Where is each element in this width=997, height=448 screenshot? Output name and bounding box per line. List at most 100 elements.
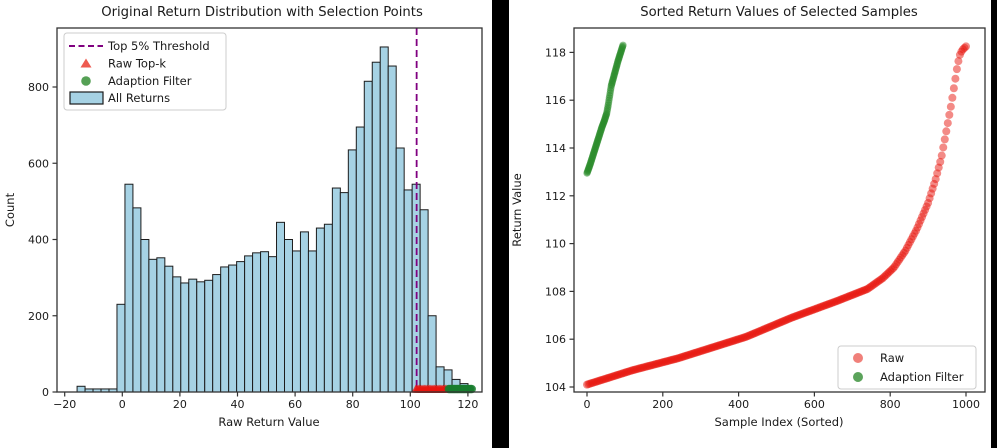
hist-bar: [260, 251, 270, 393]
left-legend-box: [63, 32, 227, 111]
hist-bar: [268, 256, 278, 393]
hist-bar: [339, 192, 349, 393]
left-legend-label-all-returns: All Returns: [108, 91, 170, 105]
hist-bar: [299, 231, 309, 393]
adaption-filter-marker: [467, 384, 476, 394]
y-tick-label: 118: [545, 46, 566, 59]
y-tick-label: 116: [545, 94, 566, 107]
x-tick-label: 60: [288, 398, 302, 411]
hist-bar: [124, 183, 134, 393]
x-tick-label: 80: [346, 398, 360, 411]
x-tick-label: 600: [804, 398, 825, 411]
hist-bar: [220, 266, 230, 393]
hist-bar: [196, 281, 206, 393]
hist-bar: [307, 250, 317, 393]
y-tick-label: 800: [28, 81, 49, 94]
right-legend-box: [837, 345, 977, 390]
left-chart-title: Original Return Distribution with Select…: [101, 5, 423, 20]
hist-bar: [403, 189, 413, 393]
x-tick-label: 400: [728, 398, 749, 411]
left-legend-label-adaption: Adaption Filter: [108, 74, 192, 88]
left-chart: −20 0 20 40 60 80 100 120 0 200 400 600 800 Original…: [3, 5, 483, 429]
x-tick-label: 120: [457, 398, 478, 411]
left-legend-label-raw-topk: Raw Top-k: [108, 57, 166, 71]
x-tick-label: −20: [53, 398, 76, 411]
raw-point: [940, 135, 949, 144]
hist-bar: [355, 126, 365, 393]
right-y-axis-label: Return Value: [510, 173, 524, 246]
hist-bar: [427, 315, 437, 393]
raw-point: [945, 110, 954, 119]
hist-bar: [284, 239, 293, 393]
right-axes-ticks: 0 200 400 600 800 1000 104 106 108 110 112 114 116 11…: [545, 46, 980, 411]
raw-point: [948, 93, 957, 102]
hist-bar: [379, 46, 389, 393]
hist-bar: [395, 147, 405, 393]
raw-point: [951, 74, 960, 83]
y-tick-label: 104: [545, 381, 566, 394]
right-legend-label-adaption: Adaption Filter: [880, 370, 964, 384]
left-plot-frame: [56, 27, 483, 393]
x-tick-label: 20: [173, 398, 187, 411]
y-tick-label: 200: [28, 310, 49, 323]
hist-bar: [331, 187, 341, 393]
all-returns-legend-patch-icon: [69, 91, 104, 105]
hist-bar: [371, 61, 381, 393]
y-tick-label: 0: [42, 386, 49, 399]
hist-bar: [148, 258, 158, 393]
y-tick-label: 400: [28, 234, 49, 247]
left-y-axis-label: Count: [3, 192, 17, 227]
left-axes-ticks: −20 0 20 40 60 80 100 120 0 200 400 600 800: [28, 81, 478, 411]
hist-bar: [140, 239, 150, 393]
hist-bar: [276, 221, 285, 393]
x-tick-label: 100: [400, 398, 421, 411]
hist-bar: [387, 65, 397, 393]
raw-point: [936, 157, 945, 166]
raw-topk-legend-triangle-icon: [80, 58, 92, 68]
hist-bar: [252, 252, 262, 393]
x-tick-label: 800: [880, 398, 901, 411]
hist-bar: [291, 250, 301, 393]
hist-bar: [204, 279, 214, 393]
x-tick-label: 1000: [952, 398, 980, 411]
hist-bar: [212, 274, 222, 393]
right-chart: 0 200 400 600 800 1000 104 106 108 110 112 114 116 11…: [510, 5, 986, 429]
adaption-point: [619, 41, 627, 49]
hist-bar: [244, 255, 254, 393]
raw-point: [952, 65, 961, 74]
hist-bar: [347, 149, 357, 393]
raw-point: [946, 102, 955, 111]
hist-bar: [228, 264, 238, 393]
x-tick-label: 40: [231, 398, 245, 411]
x-tick-label: 0: [119, 398, 126, 411]
y-tick-label: 108: [545, 285, 566, 298]
hist-bar: [164, 265, 174, 393]
raw-point: [937, 151, 946, 160]
hist-bar: [116, 303, 126, 393]
selection-markers: [411, 28, 476, 394]
hist-bar: [172, 276, 182, 393]
hist-bar: [132, 207, 142, 393]
histogram-bars: [76, 46, 469, 393]
y-tick-label: 600: [28, 157, 49, 170]
hist-bar: [180, 282, 190, 393]
scatter-points: [583, 41, 970, 389]
hist-bar: [315, 227, 325, 393]
hist-bar: [323, 223, 333, 393]
hist-bar: [363, 80, 373, 393]
raw-point: [954, 57, 963, 66]
right-legend-label-raw: Raw: [880, 351, 904, 365]
hist-bar: [236, 261, 246, 393]
raw-point: [943, 119, 952, 128]
y-tick-label: 114: [545, 142, 566, 155]
y-tick-label: 106: [545, 333, 566, 346]
hist-bar: [76, 385, 86, 393]
right-x-axis-label: Sample Index (Sorted): [714, 415, 843, 429]
hist-bar: [156, 257, 166, 393]
adaption-filter-legend-circle-icon: [81, 76, 91, 86]
x-tick-label: 0: [584, 398, 591, 411]
hist-bar: [419, 209, 429, 393]
raw-point: [962, 42, 970, 51]
